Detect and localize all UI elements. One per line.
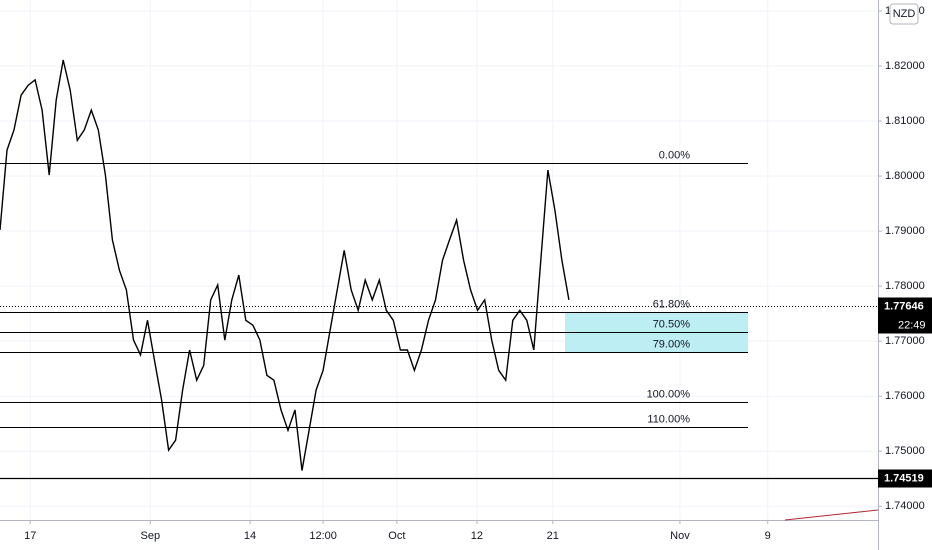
x-tick-label: 21 <box>547 530 559 542</box>
x-tick-label: 9 <box>765 530 771 542</box>
price-tag <box>878 469 932 488</box>
support-price-label: 1.74519 <box>884 472 924 484</box>
countdown-label: 22:49 <box>898 319 926 331</box>
x-tick-label: Sep <box>141 530 161 542</box>
currency-label: NZD <box>893 8 916 20</box>
fib-label: 0.00% <box>659 149 690 161</box>
x-tick-label: 12:00 <box>309 530 337 542</box>
last-price-label: 1.77646 <box>884 300 924 312</box>
y-tick-label: 1.74000 <box>885 500 925 512</box>
fib-label: 70.50% <box>653 318 691 330</box>
y-tick-label: 1.82000 <box>885 60 925 72</box>
y-tick-label: 1.76000 <box>885 390 925 402</box>
x-tick-label: 14 <box>244 530 256 542</box>
currency-badge <box>889 3 919 25</box>
y-tick-label: 1.81000 <box>885 115 925 127</box>
x-tick-label: 12 <box>471 530 483 542</box>
fib-label: 100.00% <box>647 388 691 400</box>
x-tick-label: Nov <box>670 530 690 542</box>
fib-label: 110.00% <box>647 413 690 425</box>
y-tick-label: 1.77000 <box>885 335 925 347</box>
x-tick-label: Oct <box>388 530 405 542</box>
y-tick-label: 1.80000 <box>885 170 925 182</box>
fib-label: 61.80% <box>653 298 691 310</box>
y-tick-label: 1.78000 <box>885 280 925 292</box>
price-tag <box>878 297 932 334</box>
y-tick-label: 1.75000 <box>885 445 925 457</box>
x-tick-label: 17 <box>24 530 36 542</box>
fib-label: 79.00% <box>653 338 691 350</box>
y-tick-label: 1.79000 <box>885 225 925 237</box>
price-line <box>0 59 570 471</box>
trend-line <box>784 509 879 521</box>
